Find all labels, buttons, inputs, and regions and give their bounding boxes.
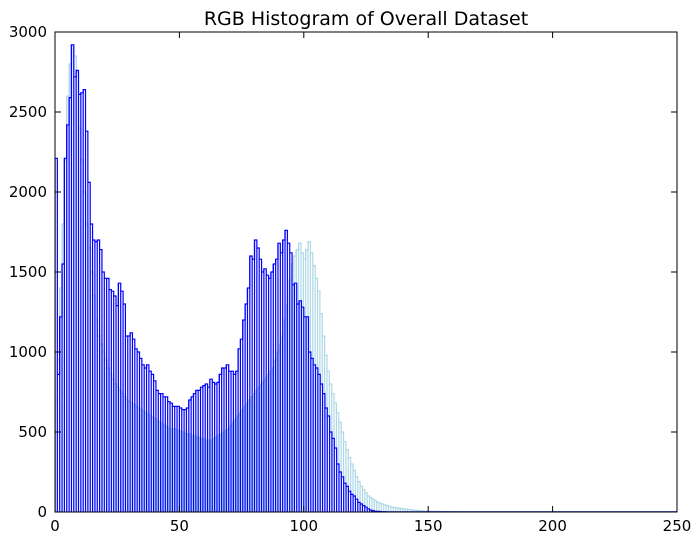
y-tick-label: 1500 bbox=[9, 263, 47, 281]
x-tick-label: 250 bbox=[663, 517, 692, 535]
y-tick-label: 500 bbox=[18, 423, 47, 441]
x-tick-label: 50 bbox=[170, 517, 189, 535]
y-tick-label: 0 bbox=[37, 503, 47, 521]
series-layer bbox=[55, 44, 677, 512]
y-tick-label: 2500 bbox=[9, 103, 47, 121]
x-tick-label: 0 bbox=[50, 517, 60, 535]
y-tick-label: 1000 bbox=[9, 343, 47, 361]
y-tick-label: 2000 bbox=[9, 183, 47, 201]
chart-title: RGB Histogram of Overall Dataset bbox=[204, 8, 528, 30]
x-tick-label: 200 bbox=[538, 517, 567, 535]
y-tick-label: 3000 bbox=[9, 23, 47, 41]
x-tick-label: 150 bbox=[414, 517, 443, 535]
x-tick-label: 100 bbox=[289, 517, 318, 535]
